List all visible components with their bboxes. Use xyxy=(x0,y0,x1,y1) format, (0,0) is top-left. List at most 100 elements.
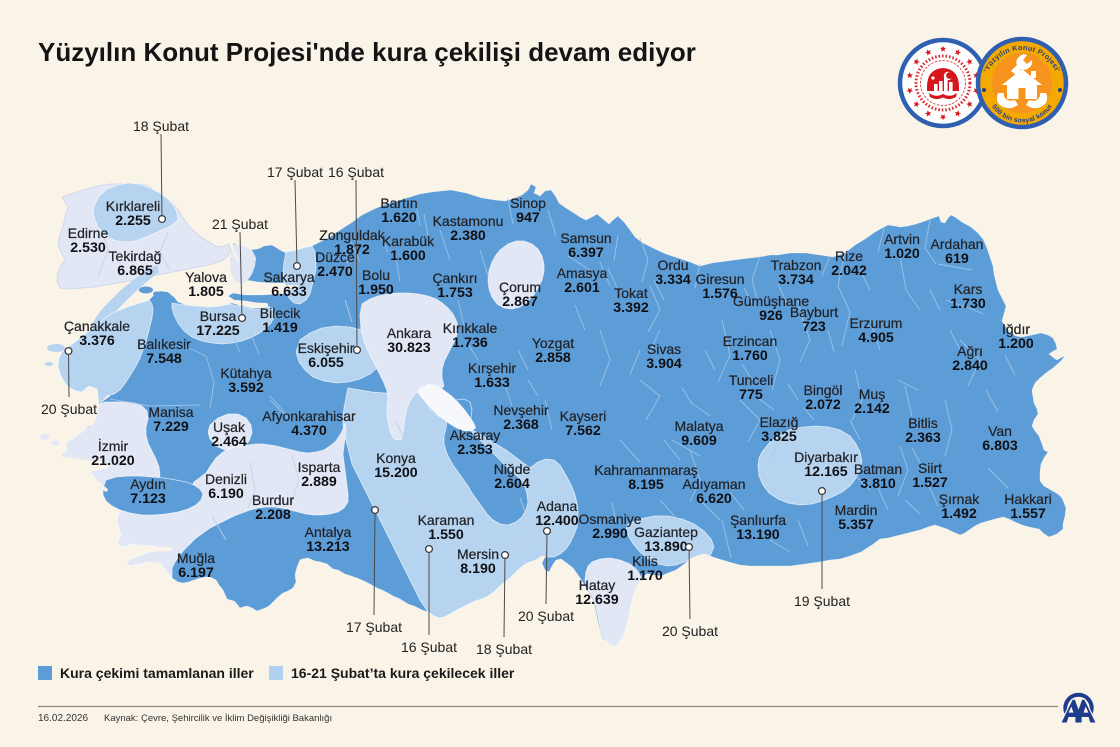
svg-text:2.353: 2.353 xyxy=(457,442,493,458)
svg-text:Şanlıurfa: Şanlıurfa xyxy=(730,512,786,528)
svg-text:6.803: 6.803 xyxy=(982,438,1018,454)
svg-text:6.190: 6.190 xyxy=(208,486,244,502)
svg-text:Malatya: Malatya xyxy=(674,418,723,434)
svg-text:2.464: 2.464 xyxy=(211,434,247,450)
svg-text:Bitlis: Bitlis xyxy=(908,415,938,431)
svg-text:Aydın: Aydın xyxy=(130,476,166,492)
svg-text:Rize: Rize xyxy=(835,248,863,264)
svg-text:8.190: 8.190 xyxy=(460,561,496,577)
svg-text:7.562: 7.562 xyxy=(565,423,601,439)
svg-text:Adana: Adana xyxy=(537,498,578,514)
svg-text:Kastamonu: Kastamonu xyxy=(433,213,504,229)
svg-text:1.550: 1.550 xyxy=(428,527,464,543)
svg-text:1.200: 1.200 xyxy=(998,336,1034,352)
svg-text:6.197: 6.197 xyxy=(178,565,214,581)
svg-text:12.400: 12.400 xyxy=(535,513,579,529)
svg-text:Tunceli: Tunceli xyxy=(729,372,774,388)
svg-text:1.576: 1.576 xyxy=(702,286,738,302)
svg-text:17.225: 17.225 xyxy=(196,323,240,339)
svg-text:Samsun: Samsun xyxy=(560,230,611,246)
svg-text:2.142: 2.142 xyxy=(854,401,890,417)
svg-text:Elazığ: Elazığ xyxy=(760,414,799,430)
svg-text:Kırıkkale: Kırıkkale xyxy=(443,320,498,336)
svg-text:3.392: 3.392 xyxy=(613,300,649,316)
svg-text:9.609: 9.609 xyxy=(681,433,717,449)
svg-text:619: 619 xyxy=(945,251,969,267)
svg-text:20 Şubat: 20 Şubat xyxy=(41,401,97,417)
svg-text:Bilecik: Bilecik xyxy=(260,305,301,321)
svg-text:13.190: 13.190 xyxy=(736,527,780,543)
svg-text:16 Şubat: 16 Şubat xyxy=(401,639,457,655)
svg-text:Bayburt: Bayburt xyxy=(790,304,838,320)
svg-text:Aksaray: Aksaray xyxy=(450,427,501,443)
svg-text:Edirne: Edirne xyxy=(68,225,109,241)
svg-text:5.357: 5.357 xyxy=(838,517,874,533)
svg-text:Erzurum: Erzurum xyxy=(850,315,903,331)
svg-text:Afyonkarahisar: Afyonkarahisar xyxy=(262,408,356,424)
svg-text:Sakarya: Sakarya xyxy=(263,269,315,285)
svg-text:7.548: 7.548 xyxy=(146,351,182,367)
svg-text:2.858: 2.858 xyxy=(535,350,571,366)
svg-text:6.620: 6.620 xyxy=(696,491,732,507)
svg-text:Gümüşhane: Gümüşhane xyxy=(733,293,809,309)
svg-text:2.042: 2.042 xyxy=(831,263,867,279)
svg-text:Zonguldak: Zonguldak xyxy=(319,227,385,243)
svg-text:Antalya: Antalya xyxy=(305,524,352,540)
svg-text:1.805: 1.805 xyxy=(188,284,224,300)
svg-text:Mersin: Mersin xyxy=(457,546,499,562)
svg-text:Kahramanmaraş: Kahramanmaraş xyxy=(594,462,698,478)
svg-text:2.530: 2.530 xyxy=(70,240,106,256)
svg-text:2.604: 2.604 xyxy=(494,476,530,492)
svg-text:3.825: 3.825 xyxy=(761,429,797,445)
svg-text:15.200: 15.200 xyxy=(374,465,418,481)
svg-text:Bingöl: Bingöl xyxy=(804,382,843,398)
svg-text:Amasya: Amasya xyxy=(557,265,608,281)
svg-text:20 Şubat: 20 Şubat xyxy=(662,623,718,639)
svg-text:Balıkesir: Balıkesir xyxy=(137,336,191,352)
svg-text:4.905: 4.905 xyxy=(858,330,894,346)
svg-text:Osmaniye: Osmaniye xyxy=(578,511,641,527)
svg-text:Kırklareli: Kırklareli xyxy=(106,198,160,214)
svg-text:Çankırı: Çankırı xyxy=(432,270,477,286)
svg-text:Tokat: Tokat xyxy=(614,285,648,301)
svg-text:Ağrı: Ağrı xyxy=(957,343,983,359)
svg-text:6.397: 6.397 xyxy=(568,245,604,261)
svg-text:18 Şubat: 18 Şubat xyxy=(133,118,189,134)
svg-text:Erzincan: Erzincan xyxy=(723,333,777,349)
svg-text:Hatay: Hatay xyxy=(579,577,616,593)
svg-text:12.639: 12.639 xyxy=(575,592,619,608)
svg-text:Niğde: Niğde xyxy=(494,461,531,477)
svg-text:Yalova: Yalova xyxy=(185,269,227,285)
svg-text:3.376: 3.376 xyxy=(79,333,115,349)
svg-text:Ankara: Ankara xyxy=(387,325,432,341)
svg-text:1.527: 1.527 xyxy=(912,475,948,491)
svg-text:8.195: 8.195 xyxy=(628,477,664,493)
svg-text:Kars: Kars xyxy=(954,281,983,297)
svg-text:2.363: 2.363 xyxy=(905,430,941,446)
svg-text:17 Şubat: 17 Şubat xyxy=(267,164,323,180)
svg-text:2.889: 2.889 xyxy=(301,474,337,490)
svg-text:Diyarbakır: Diyarbakır xyxy=(794,449,858,465)
svg-text:Sivas: Sivas xyxy=(647,341,681,357)
svg-text:3.334: 3.334 xyxy=(655,272,691,288)
svg-text:Giresun: Giresun xyxy=(695,271,744,287)
svg-text:6.633: 6.633 xyxy=(271,284,307,300)
svg-text:3.734: 3.734 xyxy=(778,272,814,288)
svg-text:2.990: 2.990 xyxy=(592,526,628,542)
svg-text:Muş: Muş xyxy=(859,386,885,402)
svg-text:1.736: 1.736 xyxy=(452,335,488,351)
svg-text:947: 947 xyxy=(516,210,540,226)
svg-text:6.865: 6.865 xyxy=(117,263,153,279)
svg-text:16-21 Şubat’ta kura çekilecek: 16-21 Şubat’ta kura çekilecek iller xyxy=(291,665,515,681)
svg-text:Muğla: Muğla xyxy=(177,550,215,566)
svg-text:1.872: 1.872 xyxy=(334,242,370,258)
svg-text:7.229: 7.229 xyxy=(153,419,189,435)
svg-text:20 Şubat: 20 Şubat xyxy=(518,608,574,624)
svg-text:Düzce: Düzce xyxy=(315,249,355,265)
svg-text:Trabzon: Trabzon xyxy=(771,257,822,273)
svg-text:16.02.2026: 16.02.2026 xyxy=(38,713,88,724)
svg-text:Kaynak: Çevre, Şehircilik ve İ: Kaynak: Çevre, Şehircilik ve İklim Değiş… xyxy=(104,713,332,724)
svg-text:30.823: 30.823 xyxy=(387,340,431,356)
svg-text:Şırnak: Şırnak xyxy=(939,491,980,507)
svg-text:4.370: 4.370 xyxy=(291,423,327,439)
